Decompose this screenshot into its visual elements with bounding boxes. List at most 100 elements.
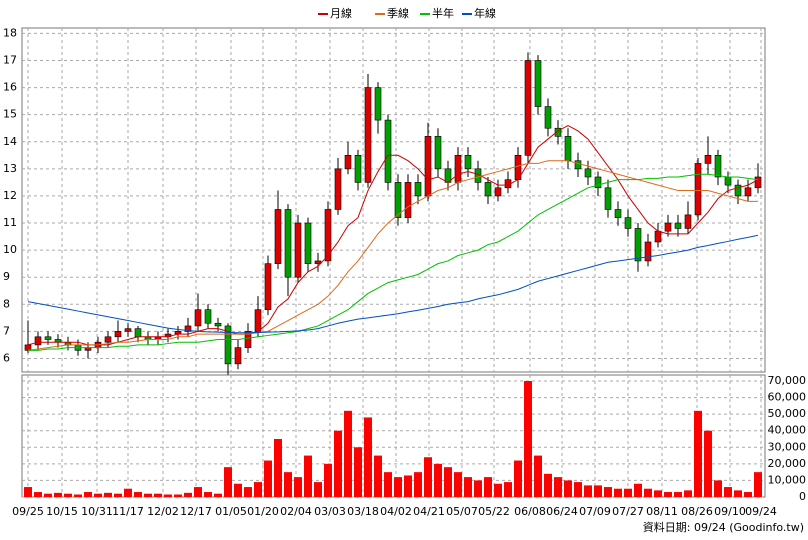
x-tick-label: 03/18 bbox=[347, 505, 379, 518]
volume-bar bbox=[534, 455, 542, 497]
x-tick-label: 02/04 bbox=[280, 505, 312, 518]
volume-bar bbox=[184, 492, 192, 497]
y-tick-label: 50,000 bbox=[768, 407, 807, 420]
candle-body bbox=[44, 336, 52, 340]
volume-bar bbox=[134, 492, 142, 497]
legend-label: 月線 bbox=[330, 6, 352, 20]
candle-body bbox=[604, 187, 612, 210]
y-tick-label: 6 bbox=[3, 351, 10, 364]
y-tick-label: 30,000 bbox=[768, 440, 807, 453]
volume-bar bbox=[434, 463, 442, 497]
candle-body bbox=[454, 155, 462, 183]
volume-bar bbox=[244, 487, 252, 497]
candle-body bbox=[734, 184, 742, 197]
y-tick-label: 13 bbox=[3, 162, 17, 175]
volume-bar bbox=[594, 485, 602, 497]
legend-label: 年線 bbox=[474, 6, 496, 20]
candle-body bbox=[214, 322, 222, 327]
x-tick-label: 05/22 bbox=[478, 505, 510, 518]
x-tick-label: 06/08 bbox=[514, 505, 546, 518]
volume-bar bbox=[444, 467, 452, 497]
volume-bar bbox=[334, 430, 342, 497]
volume-bar bbox=[194, 487, 202, 497]
legend-label: 季線 bbox=[387, 6, 409, 20]
x-tick-label: 08/11 bbox=[646, 505, 678, 518]
candle-body bbox=[574, 160, 582, 170]
volume-bar bbox=[504, 482, 512, 497]
y-tick-label: 10,000 bbox=[768, 473, 807, 486]
volume-bar bbox=[674, 492, 682, 497]
candle-body bbox=[394, 182, 402, 218]
candle-body bbox=[494, 187, 502, 197]
volume-bar bbox=[214, 493, 222, 497]
source-note: 資料日期: 09/24 (Goodinfo.tw) bbox=[643, 520, 804, 534]
candle-body bbox=[344, 155, 352, 170]
candle-body bbox=[364, 87, 372, 183]
volume-bar bbox=[24, 487, 32, 497]
volume-bar bbox=[264, 460, 272, 497]
volume-bar bbox=[74, 494, 82, 497]
x-tick-label: 04/02 bbox=[380, 505, 412, 518]
volume-bar bbox=[574, 482, 582, 497]
candle-body bbox=[314, 260, 322, 264]
volume-bar bbox=[544, 473, 552, 497]
x-tick-label: 01/20 bbox=[247, 505, 279, 518]
candle-body bbox=[684, 214, 692, 229]
volume-bar bbox=[64, 493, 72, 497]
y-tick-label: 14 bbox=[3, 135, 17, 148]
candle-body bbox=[534, 60, 542, 107]
candle-body bbox=[334, 168, 342, 210]
y-tick-label: 11 bbox=[3, 216, 17, 229]
volume-bar bbox=[344, 410, 352, 497]
candle-body bbox=[544, 106, 552, 129]
candle-body bbox=[714, 155, 722, 178]
volume-bar bbox=[704, 430, 712, 497]
candle-body bbox=[464, 155, 472, 170]
candle-body bbox=[614, 209, 622, 218]
legend-label: 半年 bbox=[432, 6, 454, 20]
volume-bar bbox=[564, 480, 572, 497]
candle-body bbox=[354, 155, 362, 183]
volume-bar bbox=[44, 493, 52, 497]
volume-bar bbox=[234, 483, 242, 497]
candle-body bbox=[274, 209, 282, 264]
volume-bar bbox=[464, 477, 472, 497]
volume-bar bbox=[554, 477, 562, 497]
volume-bar bbox=[224, 467, 232, 497]
y-tick-label: 7 bbox=[3, 324, 10, 337]
candle-body bbox=[204, 309, 212, 324]
y-tick-label: 8 bbox=[3, 297, 10, 310]
ma-line bbox=[27, 234, 759, 334]
x-tick-label: 12/02 bbox=[147, 505, 179, 518]
x-tick-label: 09/10 bbox=[714, 505, 746, 518]
candle-body bbox=[294, 222, 302, 278]
volume-bar bbox=[654, 490, 662, 497]
candle-body bbox=[34, 336, 42, 346]
volume-bar bbox=[604, 487, 612, 497]
x-tick-label: 07/09 bbox=[579, 505, 611, 518]
volume-bar bbox=[144, 493, 152, 497]
volume-bar bbox=[744, 492, 752, 497]
x-tick-label: 08/26 bbox=[681, 505, 713, 518]
x-tick-label: 10/15 bbox=[46, 505, 78, 518]
volume-bar bbox=[414, 472, 422, 497]
candle-body bbox=[634, 228, 642, 262]
volume-bar bbox=[374, 455, 382, 497]
volume-bar bbox=[54, 492, 62, 497]
volume-bar bbox=[724, 487, 732, 497]
volume-bar bbox=[754, 472, 762, 497]
volume-bar bbox=[624, 488, 632, 497]
candle-body bbox=[104, 336, 112, 343]
volume-bar bbox=[304, 455, 312, 497]
volume-bar bbox=[474, 480, 482, 497]
candle-body bbox=[754, 176, 762, 189]
candle-body bbox=[594, 176, 602, 189]
y-tick-label: 17 bbox=[3, 54, 17, 67]
candle-body bbox=[744, 187, 752, 197]
volume-bar bbox=[94, 493, 102, 497]
volume-bar bbox=[734, 490, 742, 497]
ma-line bbox=[27, 124, 759, 346]
y-tick-label: 18 bbox=[3, 26, 17, 39]
